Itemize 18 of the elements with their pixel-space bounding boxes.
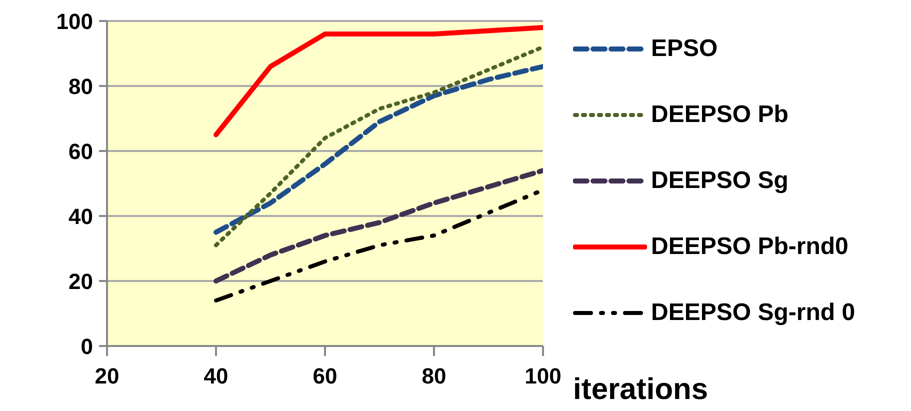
x-tick-label: 20 xyxy=(94,364,120,389)
x-axis-title: iterations xyxy=(573,373,708,406)
x-tick-label: 40 xyxy=(204,364,228,389)
y-tick-label: 80 xyxy=(68,74,93,99)
legend-label: DEEPSO Sg xyxy=(651,167,788,195)
y-tick-label: 100 xyxy=(56,8,93,34)
legend-label: DEEPSO Pb-rnd0 xyxy=(651,233,848,261)
x-tick-label: 80 xyxy=(422,364,446,389)
x-tick-label: 60 xyxy=(312,364,338,389)
y-tick-label: 0 xyxy=(80,334,93,359)
legend-label: DEEPSO Sg-rnd 0 xyxy=(651,299,856,327)
y-tick-label: 20 xyxy=(68,268,93,294)
x-tick-label: 100 xyxy=(524,364,562,389)
y-tick-label: 40 xyxy=(68,204,93,229)
legend-label: DEEPSO Pb xyxy=(651,101,788,129)
legend-label: EPSO xyxy=(651,35,718,63)
line-series xyxy=(214,45,543,248)
y-tick-label: 60 xyxy=(68,138,93,164)
